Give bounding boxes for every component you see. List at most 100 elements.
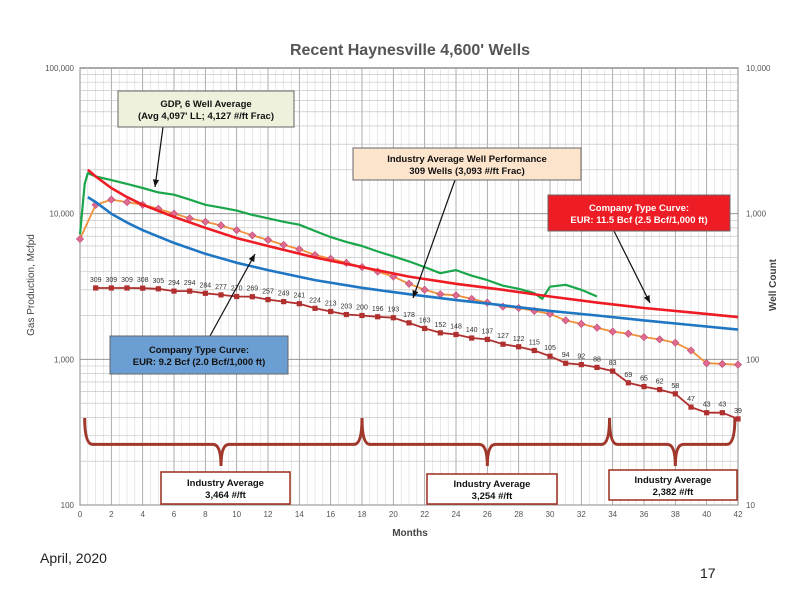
x-tick-label: 26 — [483, 510, 492, 519]
well-count-label: 127 — [497, 333, 509, 340]
well-count-label: 105 — [544, 345, 556, 352]
slide-page-number: 17 — [700, 565, 716, 581]
well-count-label: 309 — [105, 277, 117, 284]
annotation-text: Company Type Curve: — [149, 345, 249, 356]
series-line — [78, 172, 598, 300]
annotation-text: GDP, 6 Well Average — [160, 99, 251, 110]
well-count-label: 305 — [152, 278, 164, 285]
x-tick-label: 8 — [203, 510, 208, 519]
x-tick-label: 24 — [452, 510, 461, 519]
well-count-marker — [312, 305, 318, 311]
industry-average-marker — [624, 329, 633, 338]
industry-average-marker — [75, 234, 85, 244]
well-count-marker — [594, 364, 600, 371]
well-count-label: 94 — [562, 352, 570, 359]
well-count-label: 270 — [231, 285, 243, 292]
industry-average-marker — [185, 214, 194, 223]
well-count-label: 137 — [481, 328, 493, 335]
annotation-text: 309 Wells (3,093 #/ft Frac) — [409, 166, 524, 177]
well-count-marker — [249, 294, 255, 300]
well-count-label: 115 — [529, 339, 540, 346]
well-count-label: 284 — [199, 282, 211, 289]
well-count-label: 163 — [419, 317, 431, 324]
well-count-marker — [296, 301, 302, 307]
annotation-box — [547, 194, 731, 232]
well-count-marker — [469, 335, 475, 341]
well-count-label: 269 — [246, 286, 258, 293]
well-count-label: 193 — [387, 307, 399, 314]
well-count-label: 196 — [372, 306, 384, 313]
well-count-labels: 309 309 309 308 305 294 294 284 277 270 269 257 249 2… — [90, 277, 742, 415]
well-count-marker — [500, 341, 506, 347]
well-count-label: 122 — [513, 336, 525, 343]
y2-axis-title: Well Count — [768, 258, 779, 311]
annotation-arrow — [209, 253, 256, 337]
industry-average-marker — [671, 338, 680, 347]
x-tick-label: 36 — [640, 510, 649, 519]
well-count-label: 58 — [671, 383, 679, 390]
well-count-label: 203 — [340, 304, 352, 311]
y-tick-label: 10,000 — [50, 210, 75, 219]
industry-average-marker — [718, 359, 727, 368]
y-tick-label: 1,000 — [54, 355, 75, 364]
annotation-arrowhead — [643, 295, 650, 303]
x-tick-label: 4 — [140, 510, 145, 519]
well-count-label: 294 — [168, 280, 180, 287]
y-tick-label: 100,000 — [45, 64, 74, 73]
well-count-marker — [218, 292, 224, 298]
chart-grid — [79, 67, 739, 506]
industry-average-marker — [420, 285, 429, 294]
x-tick-label: 40 — [702, 510, 711, 519]
well-count-marker — [390, 315, 396, 321]
x-tick-label: 10 — [232, 510, 241, 519]
annotation-text: Industry Average Well Performance — [387, 154, 547, 165]
x-tick-label: 30 — [546, 510, 555, 519]
well-count-marker — [672, 391, 678, 397]
well-count-label: 308 — [137, 277, 149, 284]
well-count-marker — [547, 353, 553, 359]
well-count-label: 62 — [656, 379, 664, 386]
y2-tick-label: 100 — [746, 355, 760, 364]
industry-average-marker — [295, 245, 304, 254]
x-tick-label: 16 — [326, 510, 335, 519]
well-count-marker — [453, 331, 459, 338]
annotation-box — [352, 147, 582, 181]
well-count-label: 148 — [450, 324, 462, 331]
chart-title: Recent Haynesville 4,600' Wells — [290, 42, 530, 59]
well-count-label: 39 — [734, 408, 742, 415]
industry-average-marker — [217, 221, 226, 230]
x-tick-label: 0 — [78, 510, 83, 519]
well-count-label: 152 — [434, 322, 446, 329]
well-count-label: 65 — [640, 376, 648, 383]
chart-series — [75, 168, 743, 422]
well-count-marker — [641, 383, 647, 390]
annotation-text: 2,382 #/ft — [653, 487, 694, 498]
well-count-label: 309 — [121, 277, 133, 284]
annotation-text: Industry Average — [187, 478, 264, 489]
x-tick-label: 14 — [295, 510, 304, 519]
well-count-marker — [202, 290, 208, 296]
well-count-marker — [187, 288, 193, 294]
annotation-arrow — [412, 179, 456, 299]
well-count-marker — [735, 416, 741, 422]
x-tick-label: 32 — [577, 510, 586, 519]
y2-tick-label: 10 — [746, 501, 755, 510]
industry-average-marker — [232, 226, 241, 235]
well-count-label: 277 — [215, 284, 227, 291]
industry-average-marker — [561, 316, 570, 325]
annotation-box — [160, 471, 291, 505]
industry-average-marker — [593, 323, 602, 332]
annotation-text: (Avg 4,097' LL; 4,127 #/ft Frac) — [138, 111, 274, 122]
annotation-box — [426, 473, 558, 505]
well-count-marker — [234, 293, 240, 300]
industry-average-marker — [655, 335, 664, 344]
period-brace — [83, 417, 364, 467]
annotation-text: Company Type Curve: — [589, 203, 689, 214]
industry-average-marker — [279, 240, 288, 249]
industry-average-marker — [577, 319, 586, 328]
well-count-label: 140 — [466, 327, 478, 334]
y-tick-label: 100 — [61, 501, 75, 510]
x-tick-label: 12 — [264, 510, 273, 519]
well-count-marker — [578, 362, 584, 368]
well-count-label: 213 — [325, 300, 337, 307]
